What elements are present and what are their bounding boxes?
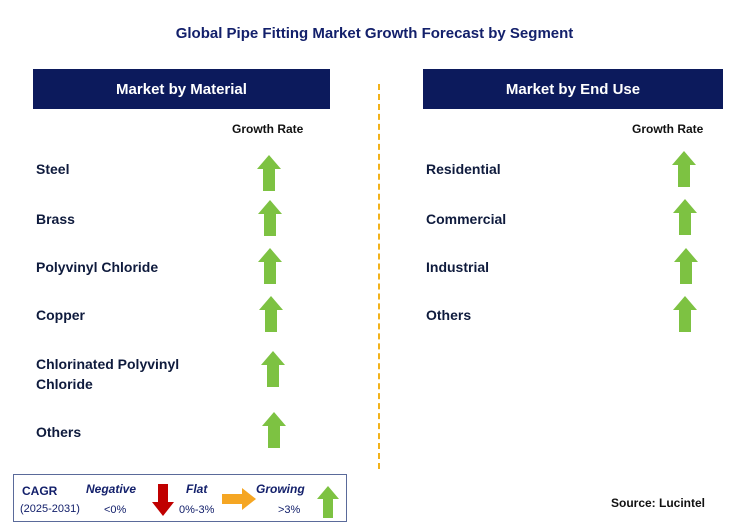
legend-growing-label: Growing — [256, 482, 305, 496]
growing-arrow-icon — [261, 351, 285, 387]
growing-arrow-icon — [259, 296, 283, 332]
negative-arrow-icon — [152, 484, 174, 521]
end-use-row-label: Industrial — [426, 259, 490, 275]
legend-period: (2025-2031) — [20, 503, 80, 515]
material-row-label: Steel — [36, 161, 70, 177]
material-row-label: Copper — [36, 307, 85, 323]
legend-negative-label: Negative — [86, 482, 137, 496]
growing-arrow-icon — [674, 248, 698, 284]
end-use-growth-rate-header: Growth Rate — [632, 122, 704, 136]
source-note: Source: Lucintel — [611, 496, 706, 510]
growing-arrow-icon — [317, 486, 339, 523]
end-use-panel-header: Market by End Use — [423, 69, 723, 109]
material-row-label: Polyvinyl Chloride — [36, 259, 159, 275]
legend-box: CAGR (2025-2031) Negative <0% Flat 0%-3%… — [13, 474, 347, 522]
growing-arrow-icon — [258, 248, 282, 284]
growing-arrow-icon — [258, 200, 282, 236]
legend-flat-range: 0%-3% — [179, 504, 215, 516]
end-use-row-label: Commercial — [426, 211, 507, 227]
legend-negative-range: <0% — [104, 504, 127, 516]
panel-divider — [378, 84, 380, 469]
legend-growing-range: >3% — [278, 504, 301, 516]
legend-flat-label: Flat — [186, 482, 208, 496]
growing-arrow-icon — [673, 296, 697, 332]
growing-arrow-icon — [262, 412, 286, 448]
growing-arrow-icon — [257, 155, 281, 191]
material-row-label: Others — [36, 424, 82, 440]
legend-cagr-label: CAGR — [22, 484, 58, 498]
growing-arrow-icon — [673, 199, 697, 235]
growing-arrow-icon — [672, 151, 696, 187]
material-panel-header: Market by Material — [33, 69, 330, 109]
flat-arrow-icon — [222, 488, 256, 515]
end-use-row-label: Residential — [426, 161, 501, 177]
chart-title: Global Pipe Fitting Market Growth Foreca… — [175, 25, 574, 42]
material-growth-rate-header: Growth Rate — [232, 122, 304, 136]
end-use-row-label: Others — [426, 307, 472, 323]
material-row-label: Chlorinated Polyvinyl Chloride — [36, 356, 180, 392]
material-row-label: Brass — [36, 211, 75, 227]
